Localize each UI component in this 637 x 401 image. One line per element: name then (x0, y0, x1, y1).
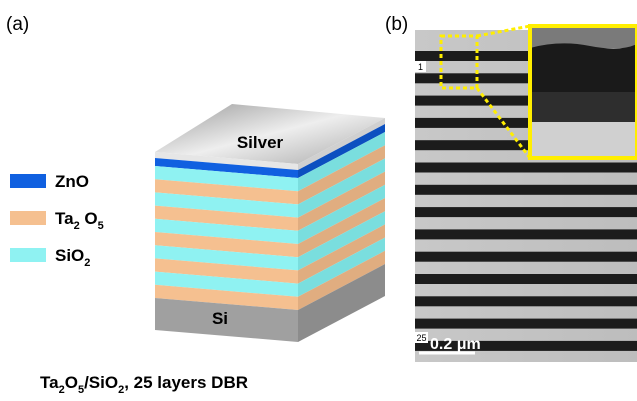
inset-layer (530, 43, 637, 92)
panel-label: (a) (6, 14, 29, 35)
legend-label: Ta2 O5 (55, 209, 104, 232)
inset (530, 26, 637, 158)
tem-dark-layer (415, 229, 637, 239)
tem-dark-layer (415, 319, 637, 329)
legend-label: ZnO (55, 172, 89, 191)
text-part: Ta (40, 373, 59, 392)
scale-label: 0.2 μm (430, 336, 481, 353)
top-label: Silver (237, 133, 284, 152)
legend-swatch (10, 211, 46, 225)
substrate-label: Si (212, 309, 228, 328)
tem-dark-layer (415, 207, 637, 217)
text-part: SiO (55, 246, 84, 265)
text-part: ZnO (55, 172, 89, 191)
tem-dark-layer (415, 185, 637, 195)
subscript: 2 (84, 257, 90, 269)
text-part: O (65, 373, 78, 392)
cube: Silver Si (155, 104, 385, 342)
tem-dark-layer (415, 296, 637, 306)
text-part: Ta (55, 209, 74, 228)
panel-label: (b) (385, 14, 408, 35)
inset-layer (530, 92, 637, 122)
inset-layer (530, 26, 637, 48)
legend-swatch (10, 174, 46, 188)
text-part: , 25 layers DBR (124, 373, 248, 392)
legend-label: SiO2 (55, 246, 90, 269)
subscript: 5 (98, 220, 104, 232)
layer-tag: 1 (418, 62, 423, 72)
legend-swatch (10, 248, 46, 262)
figure: (a) (b) SilverSi ZnOTa2 O5SiO2 1 25 0.2 … (0, 0, 637, 396)
text-part: /SiO (84, 373, 118, 392)
layer-tag: 25 (416, 333, 426, 343)
caption: Ta2O5/SiO2, 25 layers DBR (40, 373, 248, 396)
tem-dark-layer (415, 163, 637, 173)
tem-dark-layer (415, 274, 637, 284)
tem-dark-layer (415, 252, 637, 262)
text-part: O (80, 209, 98, 228)
